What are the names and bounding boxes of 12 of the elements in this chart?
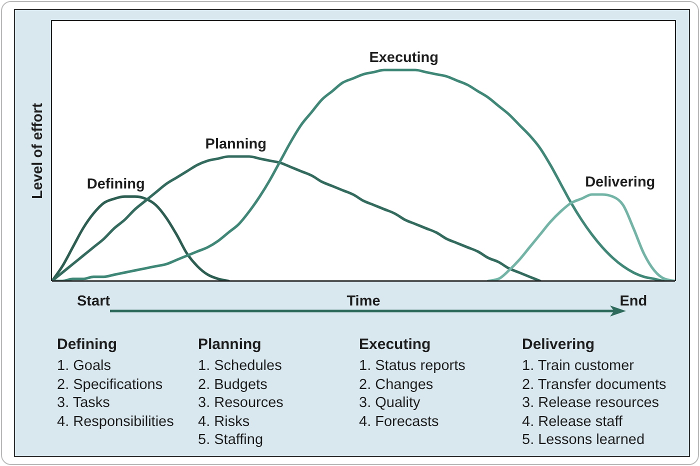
x-tick-label: End (620, 293, 648, 310)
x-axis-title: Time (346, 293, 380, 310)
text: Executing 1. Status reports 2. Changes 3. Quality 4. Forecasts (359, 335, 466, 432)
series-label: Executing (369, 50, 438, 66)
series-label: Delivering (585, 174, 656, 190)
series-label: Planning (205, 136, 267, 153)
text: Delivering 1. Train customer 2. Transfer documents 3. Release resources 4. Release staff 5. Lessons learned (522, 335, 666, 450)
text: Planning 1. Schedules 2. Budgets 3. Resources 4. Risks 5. Staffing (198, 335, 284, 450)
y-axis-title: Level of effort (30, 102, 46, 199)
series-label: Defining (86, 176, 145, 193)
x-tick-label: Start (77, 293, 110, 310)
text: Defining 1. Goals 2. Specifications 3. Tasks 4. Responsibilities (57, 335, 174, 432)
